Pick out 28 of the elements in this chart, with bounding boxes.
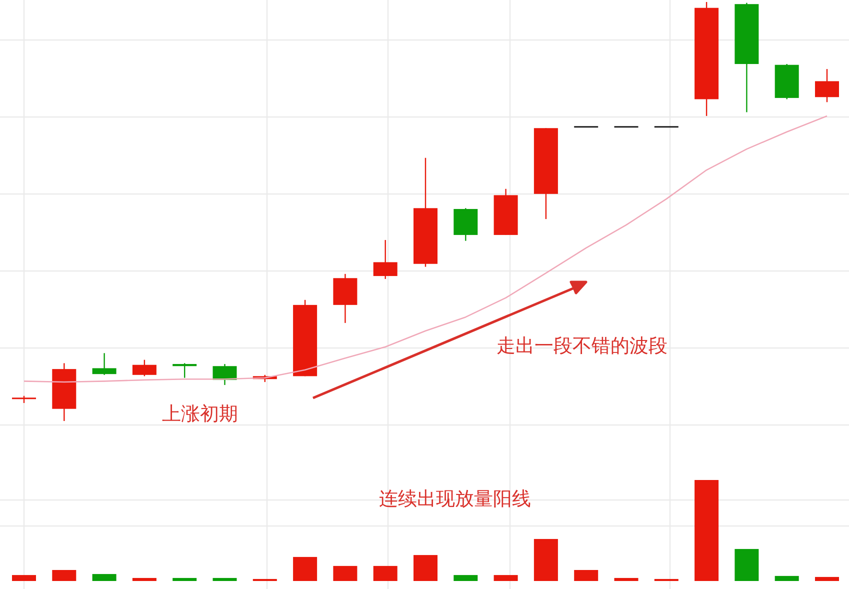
bar <box>293 556 318 581</box>
bar <box>92 574 116 581</box>
bar <box>373 566 398 581</box>
candlestick <box>92 352 116 376</box>
bar <box>734 548 759 581</box>
bar <box>614 578 638 581</box>
bar <box>494 575 518 581</box>
candlestick <box>373 239 398 280</box>
annotation: 上涨初期 <box>162 403 238 425</box>
bar <box>454 575 478 581</box>
candlestick <box>815 68 839 103</box>
bar <box>694 480 719 581</box>
bar <box>52 570 76 581</box>
annotation: 连续出现放量阳线 <box>379 488 531 510</box>
bar <box>132 578 156 581</box>
bar <box>534 538 558 581</box>
annotation: 走出一段不错的波段 <box>496 335 668 357</box>
candlestick <box>172 362 197 378</box>
bar <box>12 575 36 581</box>
bar <box>574 570 598 581</box>
bar <box>774 576 799 581</box>
bar <box>212 578 237 581</box>
bar <box>414 555 438 581</box>
bar <box>815 576 839 581</box>
candlestick <box>212 363 237 386</box>
bar <box>172 578 197 581</box>
bar <box>333 566 358 581</box>
candlestick <box>132 359 156 377</box>
